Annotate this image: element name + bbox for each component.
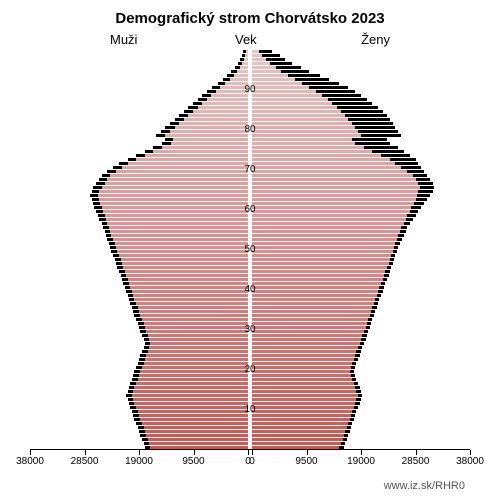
y-tick-label: 50: [238, 244, 262, 255]
x-tick-label: 9500: [182, 456, 204, 467]
x-tick-label: 0: [249, 456, 255, 467]
x-tick-label: 19000: [125, 456, 153, 467]
y-tick-label: 20: [238, 364, 262, 375]
y-tick-label: 10: [238, 404, 262, 415]
label-women: Ženy: [361, 32, 390, 47]
chart-area: 10 20 30 40 50 60 70 80 90: [30, 50, 470, 450]
chart-title: Demografický strom Chorvátsko 2023: [0, 10, 500, 27]
y-tick-label: 80: [238, 124, 262, 135]
x-tick-label: 9500: [295, 456, 317, 467]
x-axis: 3800028500190009500009500190002850038000: [30, 449, 470, 470]
y-tick-label: 60: [238, 204, 262, 215]
label-men: Muži: [110, 32, 137, 47]
label-age: Vek: [235, 32, 257, 47]
x-tick-label: 19000: [347, 456, 375, 467]
y-tick-label: 40: [238, 284, 262, 295]
y-tick-label: 30: [238, 324, 262, 335]
y-tick-label: 70: [238, 164, 262, 175]
x-tick-label: 38000: [456, 456, 484, 467]
chart-container: Demografický strom Chorvátsko 2023 Muži …: [0, 0, 500, 500]
source-label: www.iz.sk/RHR0: [384, 480, 465, 492]
y-tick-label: 90: [238, 84, 262, 95]
x-tick-label: 38000: [16, 456, 44, 467]
x-tick-label: 28500: [402, 456, 430, 467]
x-tick-label: 28500: [71, 456, 99, 467]
